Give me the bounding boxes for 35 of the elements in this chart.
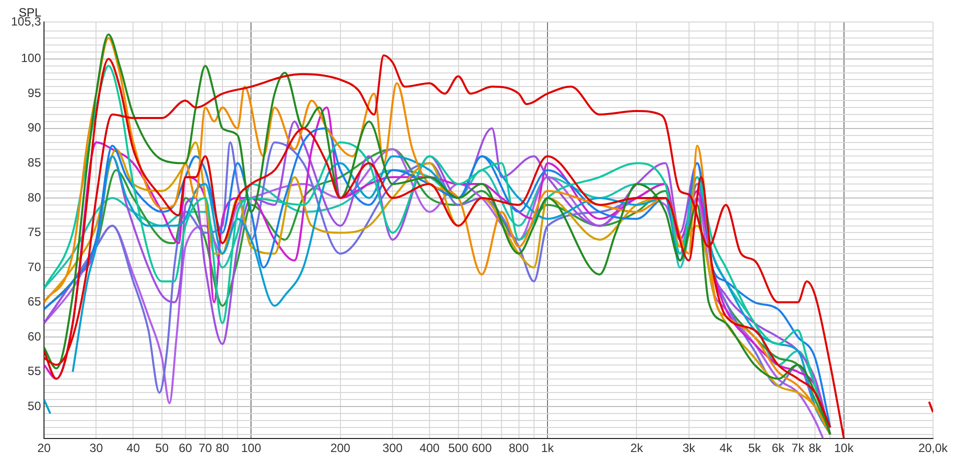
- x-tick-label: 100: [241, 441, 262, 456]
- y-tick-label: 65: [28, 294, 42, 309]
- x-tick-label: 1k: [541, 441, 555, 456]
- y-tick-label: 100: [21, 51, 42, 66]
- y-tick-label: 80: [28, 190, 42, 204]
- x-tick-label: 3k: [682, 441, 696, 456]
- x-tick-label: 500: [448, 441, 469, 456]
- y-tick-label: 90: [28, 120, 42, 135]
- x-tick-label: 6k: [772, 441, 786, 456]
- x-tick-label: 80: [216, 441, 230, 456]
- y-tick-label: 50: [28, 398, 42, 413]
- y-tick-label: 75: [28, 225, 42, 240]
- x-tick-label: 10k: [834, 441, 854, 456]
- x-tick-label: 300: [382, 441, 403, 456]
- x-tick-label: 20,0k: [918, 441, 949, 456]
- x-tick-label: 2k: [630, 441, 644, 456]
- y-tick-label: 70: [28, 260, 42, 274]
- x-tick-label: 7k: [792, 441, 806, 456]
- y-tick-label: 85: [28, 155, 42, 170]
- y-tick-label: 95: [28, 86, 42, 100]
- x-tick-label: 40: [126, 441, 140, 456]
- x-tick-label: 8k: [808, 441, 822, 456]
- x-tick-label: 5k: [748, 441, 762, 456]
- x-tick-label: 70: [198, 441, 212, 456]
- x-tick-label: 400: [420, 441, 440, 456]
- x-tick-label: 200: [330, 441, 351, 456]
- x-tick-label: 20: [37, 441, 52, 456]
- x-tick-label: 800: [508, 441, 530, 456]
- x-tick-label: 4k: [720, 441, 734, 456]
- x-tick-label: 30: [90, 441, 104, 456]
- x-tick-label: 50: [155, 441, 169, 456]
- y-tick-label: 55: [28, 364, 42, 378]
- x-tick-label: 60: [178, 441, 192, 456]
- x-tick-label: 600: [472, 441, 492, 456]
- y-tick-label: 60: [28, 329, 42, 344]
